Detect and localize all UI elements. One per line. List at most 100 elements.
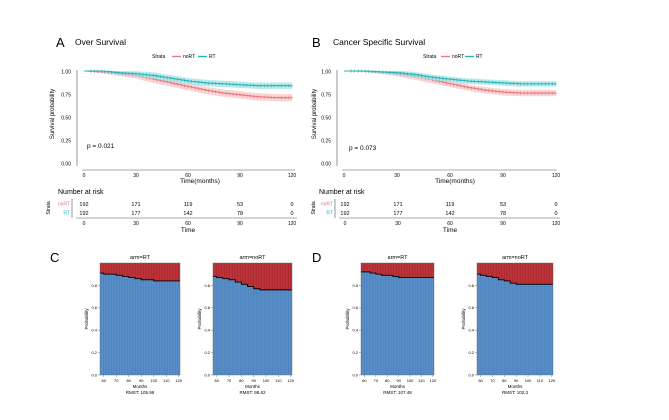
risk-table-a-row-label-noRT: noRT bbox=[58, 202, 70, 208]
panel-b-pvalue: p = 0.073 bbox=[349, 145, 377, 152]
survival-area bbox=[477, 274, 553, 375]
x-tick-label: 110 bbox=[163, 378, 170, 383]
panel-b-xtick: 30 bbox=[394, 173, 400, 179]
rmst-plot-title: arm=RT bbox=[388, 255, 409, 261]
x-tick-label: 60 bbox=[214, 378, 219, 383]
risk-table-a-cell: 177 bbox=[131, 211, 140, 217]
y-tick-label: 0.2 bbox=[468, 350, 474, 355]
x-tick-label: 70 bbox=[227, 378, 232, 383]
x-tick-label: 90 bbox=[139, 378, 144, 383]
panel-letter-c: C bbox=[50, 250, 59, 265]
risk-table-b-cell: 119 bbox=[446, 202, 455, 208]
legend-b-RT-label: RT bbox=[476, 54, 483, 60]
y-tick-label: 0.4 bbox=[352, 328, 358, 333]
x-tick-label: 60 bbox=[362, 378, 367, 383]
plot-frame bbox=[476, 262, 554, 376]
risk-table-b-xtick: 120 bbox=[552, 221, 561, 227]
y-axis-label: Probability bbox=[461, 308, 466, 330]
rmst-value: RMST: 98.62 bbox=[239, 390, 266, 395]
panel-b-ytick: 0.75 bbox=[321, 93, 331, 99]
risk-table-b-xtick: 0 bbox=[344, 221, 347, 227]
risk-table-a-xtick: 90 bbox=[237, 221, 243, 227]
x-tick-label: 70 bbox=[114, 378, 119, 383]
panel-b-xtick: 90 bbox=[500, 173, 506, 179]
survival-area bbox=[361, 271, 434, 375]
panel-b-title: Cancer Specific Survival bbox=[333, 37, 425, 47]
y-tick-label: 0.8 bbox=[91, 283, 97, 288]
rmst-plot-title: arm=noRT bbox=[502, 255, 529, 261]
risk-table-b-cell: 142 bbox=[445, 211, 454, 217]
km-curves-b bbox=[344, 69, 557, 97]
y-tick-label: 0.4 bbox=[204, 328, 210, 333]
panel-a-ytick: 0.50 bbox=[61, 116, 71, 122]
risk-table-b-cell: 171 bbox=[393, 202, 402, 208]
risk-table-b-xtick: 30 bbox=[395, 221, 401, 227]
risk-table-a-xtick: 60 bbox=[185, 221, 191, 227]
y-tick-label: 0.6 bbox=[352, 305, 358, 310]
legend-a-label: Strata bbox=[152, 54, 166, 60]
risk-table-b-cell: 0 bbox=[554, 202, 557, 208]
risk-table-a-cell: 192 bbox=[79, 211, 88, 217]
risk-table-a-xtick: 0 bbox=[83, 221, 86, 227]
x-tick-label: 120 bbox=[430, 378, 437, 383]
risk-table-b-cell: 0 bbox=[554, 211, 557, 217]
risk-table-b-title: Number at risk bbox=[319, 189, 365, 196]
panel-a-ytick: 0.75 bbox=[61, 93, 71, 99]
risk-table-a-cell: 53 bbox=[237, 202, 243, 208]
y-tick-label: 0.8 bbox=[204, 283, 210, 288]
panel-letter-a: A bbox=[56, 35, 65, 50]
risk-table-b-xtick: 60 bbox=[447, 221, 453, 227]
rmst-value: RMST: 107.48 bbox=[383, 390, 412, 395]
risk-table-a-cell: 0 bbox=[290, 202, 293, 208]
panel-b-ytick: 0.00 bbox=[321, 162, 331, 168]
legend-a-noRT-label: noRT bbox=[183, 54, 195, 60]
rmst-plot-title: arm=noRT bbox=[239, 255, 266, 261]
risk-table-b-cell: 192 bbox=[340, 211, 349, 217]
risk-table-b-xlabel: Time bbox=[443, 227, 458, 234]
y-tick-label: 0.0 bbox=[468, 372, 474, 377]
x-tick-label: 60 bbox=[478, 378, 483, 383]
panel-a-xlabel: Time(months) bbox=[180, 178, 220, 185]
panel-a-xtick: 30 bbox=[133, 173, 139, 179]
legend-a: Strata noRT RT bbox=[152, 54, 216, 60]
x-tick-label: 100 bbox=[525, 378, 532, 383]
risk-table-a-row-label-RT: RT bbox=[63, 211, 70, 217]
panel-a-pvalue: p = 0.021 bbox=[87, 143, 115, 150]
panel-a-title: Over Survival bbox=[75, 37, 126, 47]
risk-table-a-cell: 171 bbox=[131, 202, 140, 208]
rmst-value: RMST: 102.3 bbox=[502, 390, 529, 395]
x-tick-label: 110 bbox=[275, 378, 282, 383]
panel-b-ytick: 0.25 bbox=[321, 139, 331, 145]
y-axis-label: Probability bbox=[345, 308, 350, 330]
y-tick-label: 0.6 bbox=[204, 305, 210, 310]
y-tick-label: 0.4 bbox=[468, 328, 474, 333]
rmst-plot-c1: arm=RT 0.0 0.2 0.4 0.6 0.8 60 70 80 90 100 110 120 Pr… bbox=[84, 255, 183, 395]
panel-b-xlabel: Time(months) bbox=[435, 178, 475, 185]
panel-a: A Over Survival Strata noRT RT Survival … bbox=[50, 35, 296, 185]
risk-table-b-side-label: Strata bbox=[311, 201, 317, 215]
panel-a-xtick: 120 bbox=[288, 173, 297, 179]
x-tick-label: 90 bbox=[396, 378, 401, 383]
x-tick-label: 110 bbox=[537, 378, 544, 383]
y-axis-label: Probability bbox=[84, 308, 89, 330]
panel-b-xtick: 60 bbox=[447, 173, 453, 179]
panel-a-xtick: 0 bbox=[83, 173, 86, 179]
risk-table-a-xlabel: Time bbox=[181, 227, 196, 234]
panel-b-xtick: 0 bbox=[343, 173, 346, 179]
x-tick-label: 80 bbox=[239, 378, 244, 383]
risk-table-a-cell: 78 bbox=[237, 211, 243, 217]
risk-table-b-cell: 53 bbox=[500, 202, 506, 208]
y-axis-label: Probability bbox=[197, 308, 202, 330]
y-tick-label: 0.2 bbox=[204, 350, 210, 355]
risk-table-a-title: Number at risk bbox=[58, 189, 104, 196]
risk-table-a-cell: 142 bbox=[183, 211, 192, 217]
rmst-plot-d1: arm=RT 0.0 0.2 0.4 0.6 0.8 60 70 80 90 100 110 120 Pr… bbox=[345, 255, 437, 395]
plot-frame bbox=[99, 262, 181, 376]
risk-table-a-xtick: 120 bbox=[288, 221, 297, 227]
panel-b: B Cancer Specific Survival Strata noRT R… bbox=[312, 35, 560, 185]
rmst-plots: arm=RT 0.0 0.2 0.4 0.6 0.8 60 70 80 90 100 110 120 Pr… bbox=[84, 255, 556, 395]
panel-a-ytick: 0.25 bbox=[61, 139, 71, 145]
risk-table-a: Number at risk Strata noRT RT 192 171 11… bbox=[46, 189, 297, 234]
